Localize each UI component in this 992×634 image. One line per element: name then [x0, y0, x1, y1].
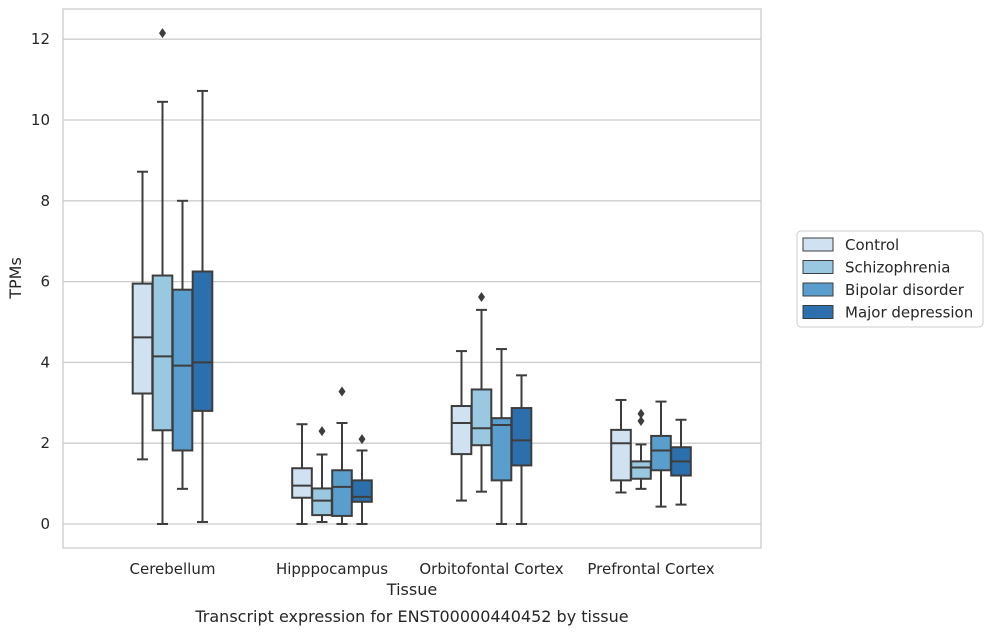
legend-swatch	[802, 305, 834, 319]
box-0-3	[191, 89, 214, 523]
iqr-box	[311, 487, 333, 517]
y-tick-label: 8	[40, 192, 50, 210]
box-3-3	[670, 418, 692, 506]
plot-frame	[62, 8, 762, 549]
outlier-point	[318, 426, 326, 437]
iqr-box	[470, 388, 493, 447]
box-1-2	[331, 386, 353, 525]
x-tick-label: Prefrontal Cortex	[587, 560, 714, 578]
plot-background	[63, 9, 761, 548]
iqr-box	[610, 428, 632, 482]
x-tick-label: Cerebellum	[130, 560, 216, 578]
legend-label: Major depression	[845, 304, 973, 322]
outlier-point	[637, 415, 645, 426]
legend-label: Schizophrenia	[845, 259, 950, 277]
y-axis-label: TPMs	[6, 257, 25, 300]
box-2-3	[510, 374, 533, 525]
box-0-0	[131, 170, 154, 461]
legend-swatch	[802, 282, 834, 297]
box-1-3	[351, 434, 373, 525]
legend-swatch	[802, 260, 834, 274]
box-groups	[131, 28, 692, 525]
legend-label: Control	[845, 236, 899, 254]
iqr-box	[630, 460, 652, 480]
chart-caption: Transcript expression for ENST0000044045…	[194, 607, 628, 626]
outlier-point	[159, 28, 166, 39]
box-0-2	[171, 199, 194, 490]
iqr-box	[490, 417, 513, 482]
iqr-box	[351, 479, 373, 503]
x-axis-label: Tissue	[386, 580, 437, 599]
x-tick-label: Orbitofontal Cortex	[419, 560, 563, 578]
legend-swatch	[802, 237, 834, 252]
box-1-1	[311, 426, 333, 523]
box-3-0	[610, 398, 632, 494]
y-tick-labels: 0 2 4 6 8 10 12	[31, 30, 50, 533]
box-2-0	[450, 350, 473, 502]
box-1-0	[291, 423, 313, 525]
iqr-box	[171, 288, 194, 452]
y-tick-label: 4	[40, 353, 50, 371]
box-3-2	[650, 400, 672, 508]
outlier-point	[478, 291, 485, 302]
iqr-box	[450, 405, 473, 456]
outlier-point	[637, 408, 645, 419]
x-tick-labels: Cerebellum Hipppocampus Orbitofontal Corte…	[130, 560, 715, 578]
y-tick-label: 6	[40, 273, 50, 291]
legend-label: Bipolar disorder	[845, 281, 965, 299]
y-tick-label: 12	[31, 30, 50, 48]
iqr-box	[331, 469, 353, 517]
iqr-box	[131, 282, 154, 395]
iqr-box	[151, 274, 174, 432]
outlier-point	[358, 434, 366, 445]
outlier-point	[338, 386, 346, 397]
iqr-box	[191, 270, 214, 412]
y-tick-label: 0	[40, 515, 50, 533]
legend: Control Schizophrenia Bipolar disorder Majo…	[796, 230, 984, 328]
legend-frame	[796, 230, 984, 328]
box-3-1	[630, 408, 652, 490]
iqr-box	[291, 467, 313, 499]
y-tick-label: 2	[40, 434, 50, 452]
x-tick-label: Hipppocampus	[276, 560, 388, 578]
y-tick-label: 10	[31, 111, 50, 129]
iqr-box	[510, 407, 533, 467]
iqr-box	[650, 434, 672, 472]
